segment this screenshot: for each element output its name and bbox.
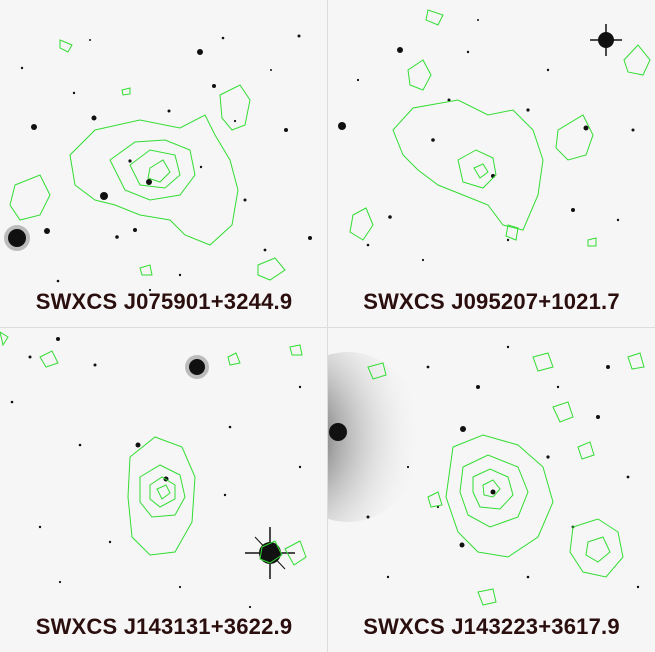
sky-image-4 — [328, 327, 655, 652]
panel-2-label: SWXCS J095207+1021.7 — [363, 289, 620, 314]
panel-1: SWXCS J075901+3244.9 — [0, 0, 328, 327]
xray-contours — [0, 331, 307, 566]
vertical-divider — [327, 0, 328, 652]
sky-image-3 — [0, 327, 328, 652]
point-sources — [329, 345, 640, 589]
sky-image-2 — [328, 0, 655, 327]
point-sources — [10, 337, 302, 609]
point-sources — [338, 19, 635, 262]
sky-image-1 — [0, 0, 328, 327]
point-sources — [4, 34, 312, 292]
horizontal-divider — [0, 327, 655, 328]
xray-contours — [349, 9, 651, 247]
panel-1-label: SWXCS J075901+3244.9 — [35, 289, 293, 314]
panel-4: SWXCS J143223+3617.9 — [328, 327, 655, 652]
panel-2: SWXCS J095207+1021.7 — [328, 0, 655, 327]
xray-contours — [9, 39, 286, 281]
panel-3: SWXCS J143131+3622.9 — [0, 327, 328, 652]
panel-4-label: SWXCS J143223+3617.9 — [363, 614, 620, 639]
xray-contours — [367, 352, 645, 606]
panel-3-label: SWXCS J143131+3622.9 — [35, 614, 293, 639]
extended-galaxy — [328, 352, 423, 522]
